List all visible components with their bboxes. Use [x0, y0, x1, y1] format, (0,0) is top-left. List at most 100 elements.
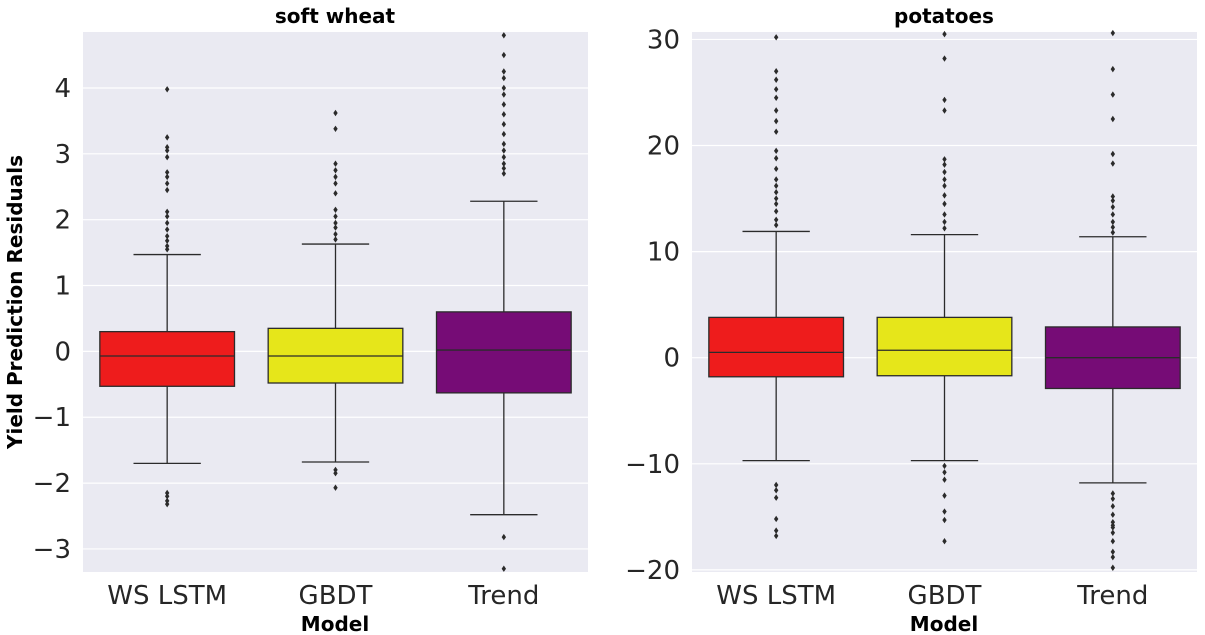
outlier-point [773, 76, 779, 83]
outlier-point [164, 169, 170, 176]
outlier-point [773, 494, 779, 501]
y-tick-label: 0 [54, 337, 71, 367]
outlier-point [773, 176, 779, 183]
outlier-point [773, 117, 779, 125]
outlier-point [773, 182, 779, 190]
y-tick-label: −2 [33, 469, 71, 499]
outlier-point [164, 213, 170, 220]
outlier-point [501, 153, 507, 161]
x-axis-label: Model [910, 612, 978, 635]
outlier-point [164, 180, 170, 187]
outlier-point [164, 500, 170, 508]
outlier-point [942, 161, 947, 168]
outlier-point [942, 492, 947, 499]
outlier-point [942, 469, 947, 476]
outlier-point [164, 246, 170, 253]
outlier-point [1110, 115, 1116, 123]
outlier-point [942, 508, 947, 515]
outlier-point [501, 147, 507, 154]
outlier-point [333, 109, 338, 117]
y-tick-label: 20 [647, 132, 680, 162]
outlier-point [942, 182, 947, 190]
outlier-point [333, 236, 338, 243]
outlier-point [333, 213, 338, 220]
box-gbdt [267, 109, 404, 491]
outlier-point [942, 176, 947, 183]
outlier-point [1110, 495, 1116, 502]
outlier-point [1110, 564, 1116, 571]
outlier-point [333, 484, 338, 491]
box-ws-lstm [708, 34, 845, 540]
outlier-point [501, 32, 507, 39]
outlier-point [942, 462, 947, 470]
outlier-point [773, 86, 779, 93]
outlier-point [773, 221, 779, 229]
outlier-point [773, 195, 779, 202]
outlier-point [164, 147, 170, 154]
outlier-point [773, 128, 779, 135]
x-tick-label: WS LSTM [107, 581, 227, 611]
outlier-point [164, 493, 170, 500]
outlier-point [773, 487, 779, 494]
y-tick-label: 4 [54, 74, 71, 104]
outlier-point [501, 74, 507, 82]
x-tick-label: GBDT [299, 581, 373, 611]
box-ws-lstm [99, 86, 236, 508]
outlier-point [1110, 218, 1116, 226]
box-iqr [876, 316, 1013, 377]
outlier-point [1110, 503, 1116, 510]
outlier-point [501, 101, 507, 108]
outlier-point [1110, 91, 1116, 98]
outlier-point [333, 167, 338, 174]
outlier-point [501, 91, 507, 98]
outlier-point [773, 155, 779, 162]
outlier-point [333, 206, 338, 214]
x-tick-label: GBDT [908, 581, 982, 611]
outlier-point [942, 96, 947, 104]
outlier-point [773, 188, 779, 196]
outlier-point [773, 208, 779, 215]
outlier-point [1110, 65, 1116, 73]
outlier-point [773, 532, 779, 540]
outlier-point [773, 34, 779, 41]
y-tick-label: 1 [54, 272, 71, 302]
outlier-point [501, 68, 507, 75]
outlier-point [333, 230, 338, 238]
x-tick-label: Trend [1076, 581, 1148, 611]
outlier-point [773, 147, 779, 155]
outlier-point [942, 55, 947, 62]
y-tick-label: −3 [33, 535, 71, 565]
y-tick-label: 2 [54, 206, 71, 236]
outlier-point [1110, 193, 1116, 200]
outlier-point [501, 170, 507, 177]
outlier-point [773, 216, 779, 223]
outlier-point [773, 107, 779, 114]
panel-title: soft wheat [275, 4, 396, 28]
outlier-point [942, 516, 947, 524]
y-axis-label: Yield Prediction Residuals [3, 155, 27, 450]
outlier-point [1110, 229, 1116, 236]
outlier-point [942, 30, 947, 38]
outlier-point [164, 186, 170, 194]
outlier-point [1110, 29, 1116, 37]
panel-title: potatoes [894, 4, 994, 28]
x-tick-label: Trend [467, 581, 539, 611]
outlier-point [773, 527, 779, 534]
outlier-point [773, 515, 779, 523]
y-tick-label: 30 [647, 25, 680, 55]
outlier-point [501, 120, 507, 128]
outlier-point [773, 94, 779, 101]
outlier-point [164, 237, 170, 244]
outlier-point [333, 466, 338, 474]
outlier-point [164, 208, 170, 215]
outlier-point [333, 173, 338, 181]
outlier-point [164, 86, 170, 93]
outlier-point [1110, 203, 1116, 211]
x-tick-labels: WS LSTM GBDT Trend [716, 581, 1148, 611]
box-gbdt [876, 30, 1013, 545]
y-tick-label: −10 [625, 450, 680, 480]
boxes [99, 32, 572, 572]
y-tick-label: 0 [663, 344, 680, 374]
outlier-point [333, 470, 338, 477]
